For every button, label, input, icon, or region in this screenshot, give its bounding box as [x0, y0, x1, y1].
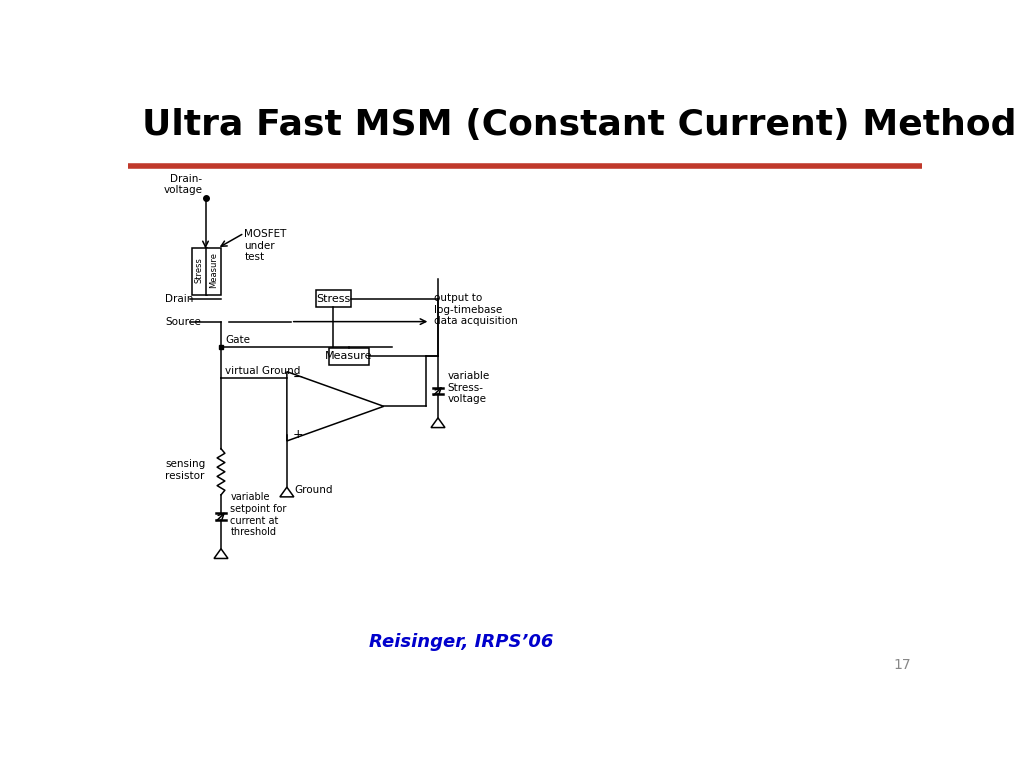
FancyBboxPatch shape: [191, 249, 207, 295]
Text: 17: 17: [893, 658, 910, 672]
Text: variable
Stress-
voltage: variable Stress- voltage: [447, 371, 489, 405]
Text: output to
log-timebase
data acquisition: output to log-timebase data acquisition: [434, 293, 518, 326]
Text: Stress: Stress: [316, 293, 350, 303]
FancyBboxPatch shape: [206, 249, 221, 295]
FancyBboxPatch shape: [329, 348, 369, 365]
Text: Reisinger, IRPS’06: Reisinger, IRPS’06: [369, 633, 553, 651]
Text: variable
setpoint for
current at
threshold: variable setpoint for current at thresho…: [230, 492, 287, 538]
Text: sensing
resistor: sensing resistor: [165, 459, 206, 481]
Text: Stress: Stress: [195, 257, 204, 283]
Text: Gate: Gate: [225, 336, 250, 346]
Text: Measure: Measure: [209, 252, 218, 288]
Text: Source: Source: [165, 316, 201, 326]
Text: Ground: Ground: [295, 485, 333, 495]
FancyBboxPatch shape: [315, 290, 351, 307]
Text: MOSFET
under
test: MOSFET under test: [245, 229, 287, 263]
Text: Drain: Drain: [165, 293, 194, 303]
Text: Drain-
voltage: Drain- voltage: [164, 174, 203, 195]
Text: Measure: Measure: [326, 351, 373, 361]
Text: −: −: [293, 372, 303, 384]
Text: +: +: [293, 429, 303, 442]
Text: Ultra Fast MSM (Constant Current) Method: Ultra Fast MSM (Constant Current) Method: [142, 108, 1017, 141]
Text: virtual Ground: virtual Ground: [225, 366, 300, 376]
